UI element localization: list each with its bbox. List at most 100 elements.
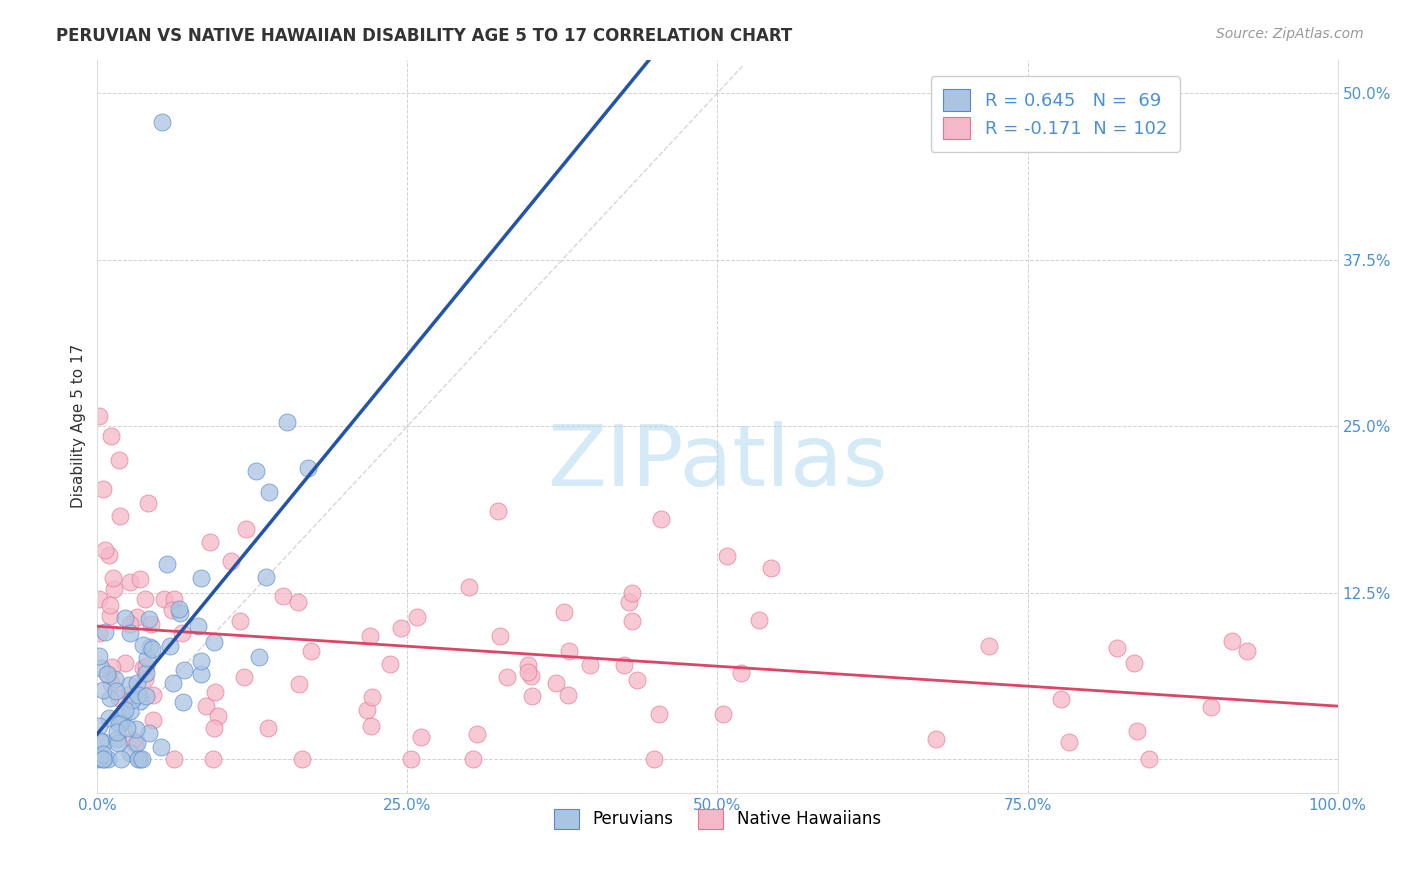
Point [150, 115, 173, 129]
Point [207, 708, 229, 723]
Point [136, 496, 159, 510]
Point [167, 601, 190, 615]
Point [121, 733, 143, 747]
Text: PERUVIAN VS NATIVE HAWAIIAN DISABILITY AGE 5 TO 17 CORRELATION CHART: PERUVIAN VS NATIVE HAWAIIAN DISABILITY A… [56, 27, 793, 45]
Point [977, 639, 1000, 653]
Y-axis label: Disability Age 5 to 17: Disability Age 5 to 17 [72, 344, 86, 508]
Point [87, 751, 110, 765]
Point [517, 658, 540, 673]
Point [101, 659, 124, 673]
Point [1123, 656, 1146, 670]
Point [399, 752, 422, 766]
Point [202, 635, 225, 649]
Point [110, 509, 132, 524]
Point [97, 752, 120, 766]
Point [141, 642, 163, 657]
Point [254, 569, 277, 583]
Point [129, 572, 152, 586]
Point [519, 669, 541, 683]
Point [1126, 724, 1149, 739]
Point [135, 659, 157, 673]
Point [650, 512, 672, 526]
Point [131, 752, 153, 766]
Point [544, 676, 567, 690]
Point [579, 657, 602, 672]
Point [108, 717, 131, 731]
Point [129, 694, 152, 708]
Point [125, 610, 148, 624]
Point [91, 482, 114, 496]
Point [98, 691, 121, 706]
Point [98, 599, 121, 613]
Point [411, 730, 433, 744]
Point [1050, 692, 1073, 706]
Point [486, 504, 509, 518]
Point [136, 651, 159, 665]
Point [297, 461, 319, 475]
Point [458, 580, 481, 594]
Point [169, 606, 191, 620]
Point [626, 673, 648, 687]
Point [356, 703, 378, 717]
Point [91, 752, 114, 766]
Point [138, 612, 160, 626]
Point [87, 626, 110, 640]
Point [108, 691, 131, 706]
Point [190, 571, 212, 585]
Point [389, 621, 412, 635]
Point [87, 752, 110, 766]
Point [361, 690, 384, 704]
Point [190, 654, 212, 668]
Point [120, 746, 142, 760]
Point [125, 722, 148, 736]
Point [105, 724, 128, 739]
Point [291, 752, 314, 766]
Point [219, 554, 242, 568]
Point [120, 574, 142, 589]
Point [105, 684, 128, 698]
Point [90, 661, 112, 675]
Point [190, 666, 212, 681]
Point [135, 689, 157, 703]
Point [150, 739, 173, 754]
Point [127, 736, 149, 750]
Point [299, 644, 322, 658]
Point [360, 718, 382, 732]
Point [257, 485, 280, 500]
Point [520, 689, 543, 703]
Point [716, 549, 738, 563]
Point [276, 415, 298, 429]
Point [110, 716, 132, 731]
Point [617, 595, 640, 609]
Point [159, 639, 181, 653]
Point [287, 595, 309, 609]
Text: ZIPatlas: ZIPatlas [547, 421, 887, 504]
Point [925, 731, 948, 746]
Point [198, 535, 221, 549]
Point [156, 558, 179, 572]
Point [100, 675, 122, 690]
Point [142, 713, 165, 727]
Point [127, 688, 149, 702]
Point [120, 704, 142, 718]
Point [730, 666, 752, 681]
Point [139, 640, 162, 654]
Point [1199, 700, 1222, 714]
Point [89, 734, 111, 748]
Point [87, 409, 110, 423]
Point [118, 617, 141, 632]
Point [131, 660, 153, 674]
Point [643, 752, 665, 766]
Point [1107, 640, 1129, 655]
Point [93, 747, 115, 761]
Point [748, 613, 770, 627]
Point [160, 602, 183, 616]
Point [124, 737, 146, 751]
Point [463, 752, 485, 766]
Point [202, 752, 225, 766]
Point [87, 719, 110, 733]
Point [621, 586, 644, 600]
Point [96, 667, 118, 681]
Point [110, 752, 132, 766]
Point [516, 665, 538, 680]
